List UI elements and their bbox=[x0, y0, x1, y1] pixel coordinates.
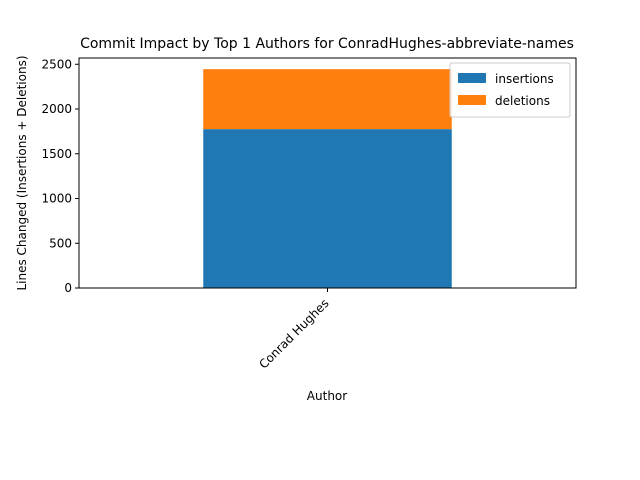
y-axis-label: Lines Changed (Insertions + Deletions) bbox=[15, 55, 29, 290]
legend-swatch-deletions bbox=[458, 95, 486, 105]
y-tick-label: 0 bbox=[64, 281, 72, 295]
y-tick-label: 1000 bbox=[41, 192, 72, 206]
legend-label-insertions: insertions bbox=[495, 72, 554, 86]
x-tick-label: Conrad Hughes bbox=[256, 296, 331, 371]
x-axis: Conrad Hughes bbox=[256, 288, 332, 372]
chart-title: Commit Impact by Top 1 Authors for Conra… bbox=[80, 36, 574, 52]
bars bbox=[203, 69, 452, 288]
y-axis: 0 500 1000 1500 2000 2500 bbox=[41, 57, 79, 295]
x-axis-label: Author bbox=[307, 389, 347, 403]
bar-insertions bbox=[203, 129, 452, 288]
bar-deletions bbox=[203, 69, 452, 130]
y-tick-label: 500 bbox=[49, 236, 72, 250]
legend-swatch-insertions bbox=[458, 73, 486, 83]
y-tick-label: 2000 bbox=[41, 102, 72, 116]
y-tick-label: 1500 bbox=[41, 147, 72, 161]
legend-label-deletions: deletions bbox=[495, 94, 550, 108]
y-tick-label: 2500 bbox=[41, 57, 72, 71]
legend: insertions deletions bbox=[449, 62, 571, 118]
